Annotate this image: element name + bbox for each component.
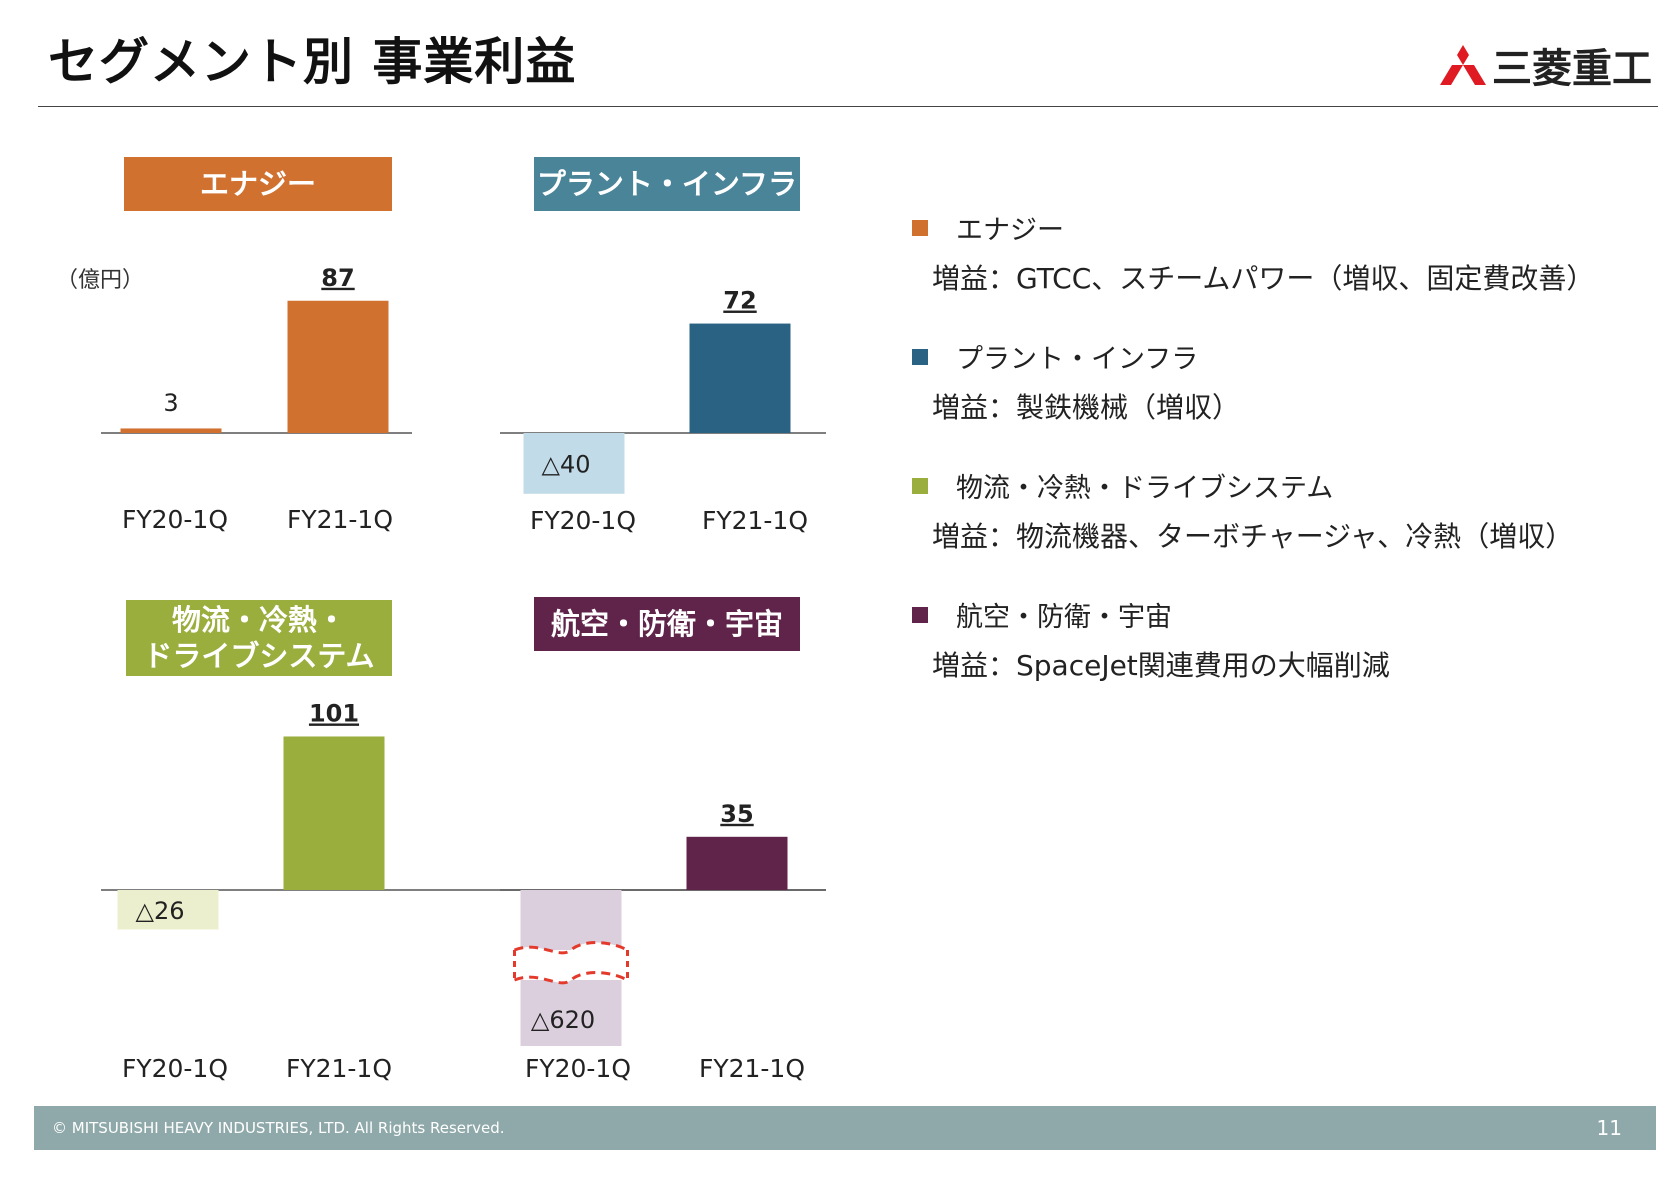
copyright-text: © MITSUBISHI HEAVY INDUSTRIES, LTD. All …: [52, 1119, 505, 1137]
page-title: セグメント別 事業利益: [48, 33, 577, 91]
category-label-plant-0: FY20-1Q: [530, 506, 636, 535]
category-label-logistics-1: FY21-1Q: [286, 1054, 392, 1083]
break-line-bottom-aero: [513, 971, 629, 985]
value-label-logistics-0: △26: [136, 897, 185, 925]
value-label-plant-1: 72: [723, 287, 756, 315]
panel-title-logistics-line-1: 物流・冷熱・: [171, 603, 346, 637]
value-label-aero-1: 35: [720, 800, 753, 828]
value-label-energy-1: 87: [321, 264, 354, 292]
unit-label: （億円）: [56, 268, 145, 293]
legend-item-energy: エナジー 増益：GTCC、スチームパワー（増収、固定費改善）: [912, 208, 1594, 297]
three-diamonds-icon: [1440, 45, 1486, 85]
legend-item-plant: プラント・インフラ 増益：製鉄機械（増収）: [912, 337, 1240, 426]
logo-text: 三菱重工: [1492, 46, 1652, 92]
legend-desc-plant: 増益：製鉄機械（増収）: [932, 391, 1241, 424]
legend-name-aero: 航空・防衛・宇宙: [956, 602, 1172, 633]
category-label-energy-1: FY21-1Q: [287, 505, 393, 534]
company-logo: 三菱重工: [1440, 36, 1652, 94]
legend-desc-energy: 増益：GTCC、スチームパワー（増収、固定費改善）: [932, 262, 1595, 295]
legend-item-logistics: 物流・冷熱・ドライブシステム 増益：物流機器、ターボチャージャ、冷熱（増収）: [912, 466, 1573, 555]
legend-swatch-plant: [912, 348, 928, 365]
value-label-aero-0: △620: [531, 1006, 595, 1034]
category-label-aero-1: FY21-1Q: [699, 1054, 805, 1083]
legend-swatch-aero: [912, 606, 928, 623]
bar-plant-0: [523, 433, 625, 494]
legend-desc-logistics: 増益：物流機器、ターボチャージャ、冷熱（増収）: [932, 520, 1574, 553]
panel-title-logistics-line-2: ドライブシステム: [143, 639, 375, 673]
title-divider: [38, 106, 1658, 107]
bar-energy-1: [287, 300, 389, 433]
bar-logistics-0: [117, 890, 219, 930]
category-label-plant-1: FY21-1Q: [702, 506, 808, 535]
legend-desc-aero: 増益：SpaceJet関連費用の大幅削減: [932, 649, 1390, 682]
legend-name-logistics: 物流・冷熱・ドライブシステム: [956, 473, 1334, 504]
panel-title-logistics: 物流・冷熱・ ドライブシステム: [126, 600, 392, 676]
break-gap-aero: [514, 950, 628, 980]
legend-name-energy: エナジー: [956, 215, 1064, 246]
bar-logistics-1: [283, 736, 385, 890]
value-label-logistics-1: 101: [309, 699, 359, 727]
category-label-aero-0: FY20-1Q: [525, 1054, 631, 1083]
legend-item-aero: 航空・防衛・宇宙 増益：SpaceJet関連費用の大幅削減: [912, 595, 1390, 684]
category-label-logistics-0: FY20-1Q: [122, 1054, 228, 1083]
panel-title-plant: プラント・インフラ: [534, 157, 800, 211]
panel-title-energy: エナジー: [124, 157, 392, 211]
break-line-top-aero: [513, 941, 629, 955]
panel-title-aero: 航空・防衛・宇宙: [534, 597, 800, 651]
bar-plant-1: [689, 323, 791, 433]
bar-aero-1: [686, 836, 788, 890]
legend-name-plant: プラント・インフラ: [956, 344, 1199, 375]
page-number: 11: [1596, 1116, 1622, 1140]
bar-energy-0: [120, 428, 222, 433]
footer-bar: © MITSUBISHI HEAVY INDUSTRIES, LTD. All …: [34, 1106, 1656, 1150]
legend-swatch-logistics: [912, 477, 928, 494]
category-label-energy-0: FY20-1Q: [122, 505, 228, 534]
legend-swatch-energy: [912, 219, 928, 236]
value-label-plant-0: △40: [542, 450, 591, 478]
value-label-energy-0: 3: [163, 389, 178, 417]
